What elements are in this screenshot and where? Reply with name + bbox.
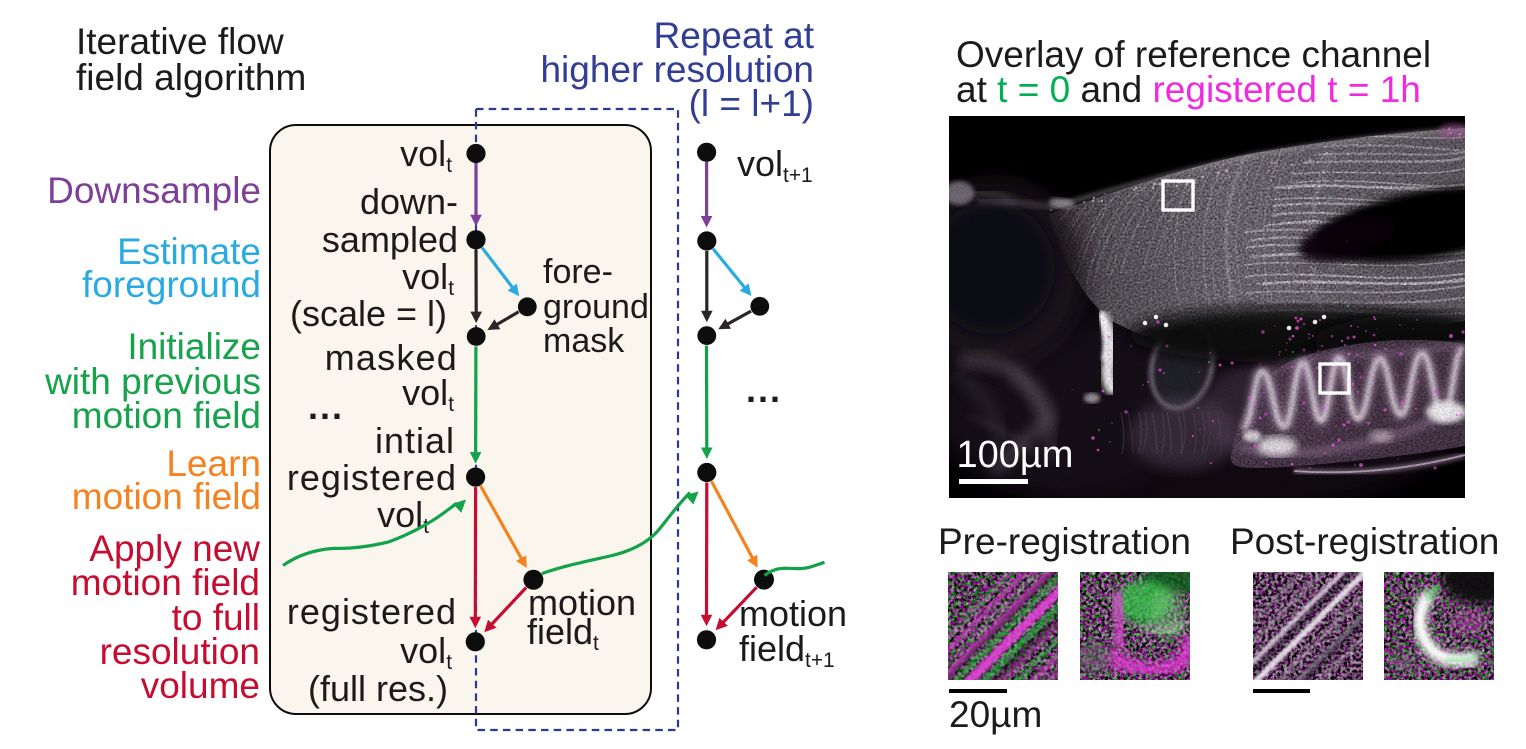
svg-text:100µm: 100µm (957, 434, 1074, 476)
